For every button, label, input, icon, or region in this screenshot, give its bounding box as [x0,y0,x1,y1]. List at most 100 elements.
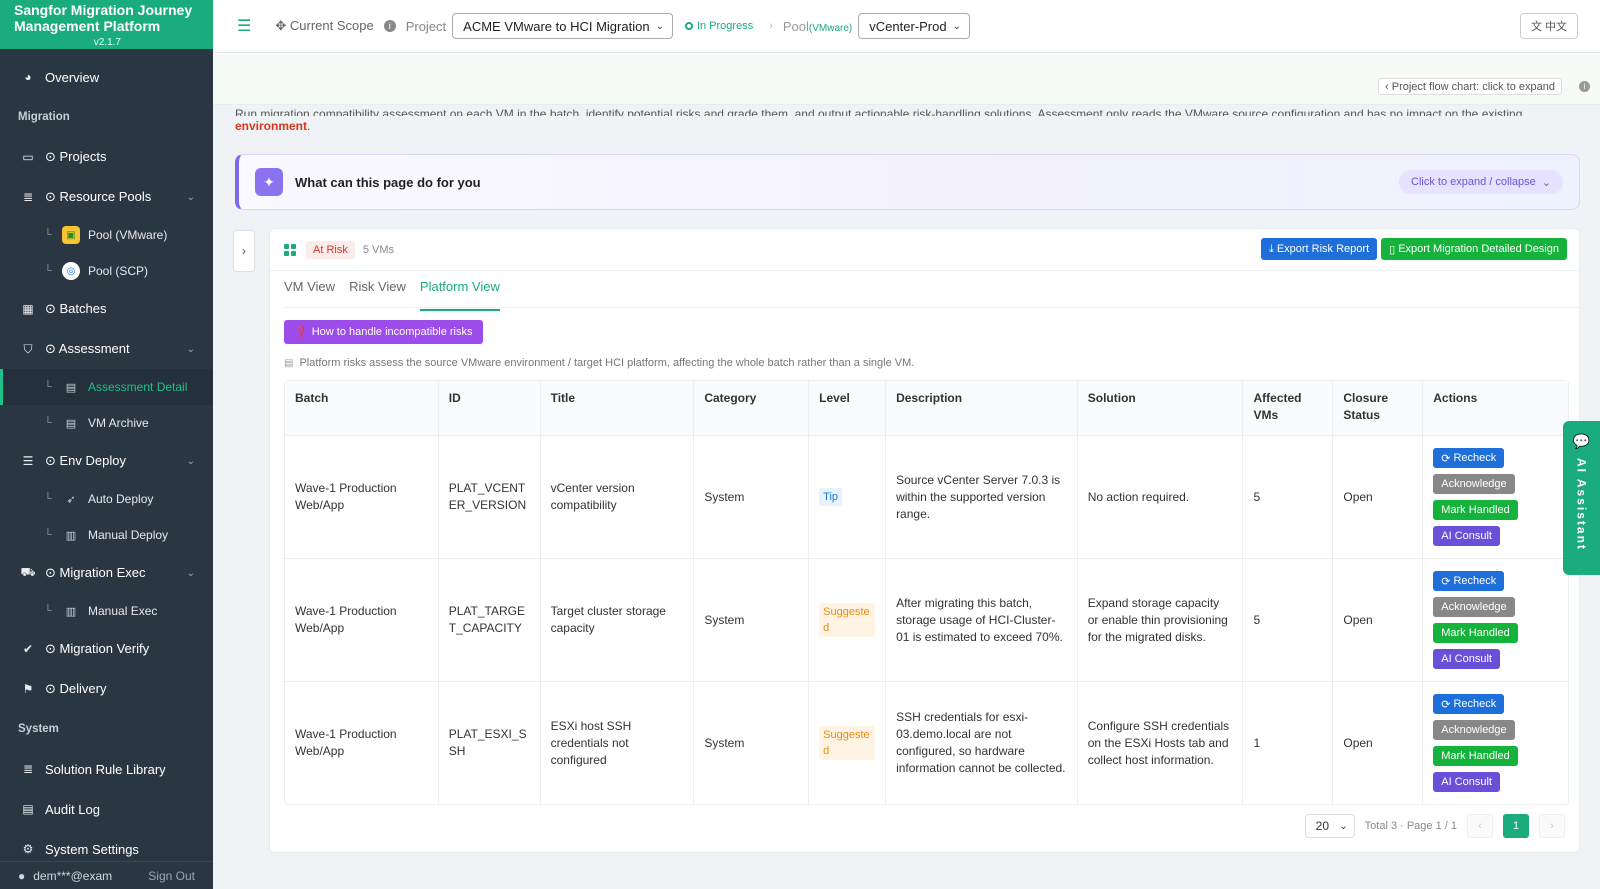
panel-header: At Risk 5 VMs ⤓ Export Risk Report ▯ Expor… [270,229,1579,271]
nav-migration-exec[interactable]: ⛟ ⊙ Migration Exec ⌄ [20,565,195,580]
acknowledge-button[interactable]: Acknowledge [1433,720,1515,740]
gear-icon: ⚙ [22,842,34,856]
nav-audit-log[interactable]: ▤ Audit Log [0,789,213,829]
table-icon: ▤ [65,381,77,394]
menu-icon[interactable]: ☰ [237,18,252,35]
col-title: Title [540,381,695,435]
page-total: Total 3 · Page 1 / 1 [1364,820,1457,832]
platform-risk-table: Batch ID Title Category Level Descriptio… [284,380,1569,805]
table-header-row: Batch ID Title Category Level Descriptio… [285,381,1568,436]
ai-consult-button[interactable]: AI Consult [1433,649,1500,669]
col-id: ID [438,381,541,435]
nav-env-deploy[interactable]: ☰ ⊙ Env Deploy ⌄ [0,441,213,481]
archive-icon: ▤ [65,417,77,430]
brand-title: Sangfor Migration Journey Management Pla… [14,2,193,34]
page-description: Run migration compatibility assessment o… [235,107,1523,133]
side-panel-toggle[interactable]: › [233,230,255,272]
nav-auto-deploy[interactable]: └ ➶ Auto Deploy [44,492,154,506]
nav-manual-exec[interactable]: └ ▥ Manual Exec [44,604,158,618]
main-content: ‹ Project flow chart: click to expand i … [213,53,1600,889]
tab-divider [284,307,1579,308]
user-bar: ● dem***@exam Sign Out [0,861,213,889]
nav-assessment-detail[interactable]: └ ▤ Assessment Detail [0,369,213,405]
export-actions: ⤓ Export Risk Report ▯ Export Migration De… [1260,238,1567,260]
recheck-button[interactable]: ⟳ Recheck [1433,448,1505,468]
mark-handled-button[interactable]: Mark Handled [1433,500,1518,520]
truck-icon: ⛟ [20,565,36,579]
nav-overview[interactable]: ◕ Overview [0,57,213,97]
status-dot-icon [684,22,693,30]
flag-icon: ⚑ [22,682,34,696]
nav-migration-verify[interactable]: ✔ ⊙ Migration Verify [0,629,213,669]
project-status: In Progress [684,20,753,32]
topbar: ☰ ✥ Current Scope i Project ACME VMware … [213,0,1600,53]
user-email: dem***@exam [33,868,113,883]
level-badge: Suggested [819,603,876,637]
chevron-down-icon: ⌄ [952,20,961,32]
nav-pool-scp[interactable]: └ ◎ Pool (SCP) [44,262,149,280]
mark-handled-button[interactable]: Mark Handled [1433,623,1518,643]
export-risk-report-button[interactable]: ⤓ Export Risk Report [1260,238,1378,260]
dashboard-icon: ◕ [24,70,32,84]
how-to-handle-button[interactable]: ❓ How to handle incompatible risks [284,320,483,344]
nav-solution-rule-library[interactable]: ≣ Solution Rule Library [0,749,213,789]
pagination: 20 ⌄ Total 3 · Page 1 / 1 ‹ 1 › [1304,814,1565,838]
nav-assessment[interactable]: ⛉ ⊙ Assessment ⌄ [0,329,213,369]
lightbulb-icon: ✦ [255,168,283,196]
level-badge: Suggested [819,726,876,760]
nav-system-settings[interactable]: ⚙ System Settings [0,829,213,869]
ai-assistant-tab[interactable]: 💬 AI Assistant [1563,421,1600,575]
tab-risk-view[interactable]: Risk View [349,279,406,294]
nav-projects[interactable]: ▭ ⊙ Projects [0,137,213,177]
info-icon[interactable]: i [383,20,396,32]
page-button[interactable]: 1 [1503,814,1529,838]
pool-select[interactable]: vCenter-Prod ⌄ [858,13,970,39]
info-icon[interactable]: i [1579,81,1590,92]
translate-icon: 文 [1531,21,1542,33]
nav-resource-pools[interactable]: ≣ ⊙ Resource Pools ⌄ [0,177,213,217]
flow-strip: ‹ Project flow chart: click to expand i [213,53,1600,105]
language-button[interactable]: 文中文 [1520,13,1578,39]
nav-pool-vmware[interactable]: └ ▣ Pool (VMware) [44,226,168,244]
table-row: Wave-1 Production Web/App PLAT_VCENTER_V… [285,436,1568,559]
mark-handled-button[interactable]: Mark Handled [1433,746,1518,766]
export-design-button[interactable]: ▯ Export Migration Detailed Design [1381,238,1567,260]
col-closure-status: Closure Status [1333,381,1424,435]
ai-consult-button[interactable]: AI Consult [1433,772,1500,792]
chevron-right-icon: › [769,20,773,32]
nav-delivery[interactable]: ⚑ ⊙ Delivery [0,669,213,709]
recheck-button[interactable]: ⟳ Recheck [1433,694,1505,714]
current-scope: ✥ Current Scope [275,18,374,33]
recheck-button[interactable]: ⟳ Recheck [1433,571,1505,591]
tab-platform-view[interactable]: Platform View [419,279,500,311]
download-icon: ⤓ [1268,242,1274,255]
nav-vm-archive[interactable]: └ ▤ VM Archive [44,416,149,430]
brand-version: v2.1.7 [93,37,121,48]
acknowledge-button[interactable]: Acknowledge [1433,474,1515,494]
chevron-right-icon: › [242,244,246,258]
acknowledge-button[interactable]: Acknowledge [1433,597,1515,617]
chevron-down-icon: ⌄ [1541,176,1551,189]
chevron-down-icon: ⌄ [186,191,195,203]
project-select[interactable]: ACME VMware to HCI Migration ⌄ [452,13,673,39]
table-row: Wave-1 Production Web/App PLAT_ESXI_SSH … [285,682,1568,804]
nav-batches[interactable]: ▦ ⊙ Batches [0,289,213,329]
rocket-icon: ➶ [66,493,76,506]
next-page-button[interactable]: › [1539,814,1565,838]
flow-chart-toggle[interactable]: ‹ Project flow chart: click to expand [1378,78,1562,95]
help-card: ✦ What can this page do for you Click to… [235,154,1580,210]
database-icon: ≣ [22,762,34,776]
ai-consult-button[interactable]: AI Consult [1433,526,1500,546]
nav-manual-deploy[interactable]: └ ▥ Manual Deploy [44,528,169,542]
scope-icon: ✥ [275,18,287,33]
col-solution: Solution [1077,381,1244,435]
assessment-panel: At Risk 5 VMs ⤓ Export Risk Report ▯ Expor… [269,228,1580,853]
page-size-select[interactable]: 20 ⌄ [1304,814,1355,838]
help-toggle-button[interactable]: Click to expand / collapse ⌄ [1399,170,1563,194]
tab-vm-view[interactable]: VM View [284,279,336,294]
nav-section-migration: Migration [18,111,70,123]
sign-out-link[interactable]: Sign Out [148,868,195,883]
prev-page-button[interactable]: ‹ [1467,814,1493,838]
chevron-down-icon: ⌄ [1339,820,1348,832]
col-level: Level [809,381,887,435]
